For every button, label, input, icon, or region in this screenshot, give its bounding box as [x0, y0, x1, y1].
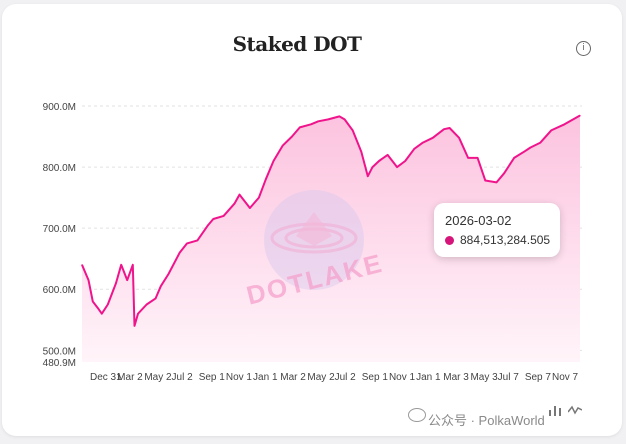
- x-tick-label: May 2: [307, 372, 335, 383]
- x-tick-label: Dec 31: [90, 372, 122, 383]
- x-tick-label: Sep 1: [362, 372, 389, 383]
- info-icon[interactable]: i: [576, 41, 591, 56]
- tooltip: 2026-03-02 884,513,284.505: [434, 203, 560, 257]
- x-tick-label: Jul 7: [498, 372, 520, 383]
- x-tick-label: Mar 2: [117, 372, 143, 383]
- line-chart-icon[interactable]: [568, 404, 582, 416]
- x-tick-label: May 3: [470, 372, 498, 383]
- x-tick-label: Nov 1: [389, 372, 416, 383]
- series-area: [82, 115, 580, 362]
- y-tick-label: 700.0M: [43, 224, 76, 235]
- x-tick-label: Jan 1: [253, 372, 278, 383]
- tooltip-series-dot: [445, 236, 454, 245]
- series-line: [81, 114, 581, 327]
- y-tick-label: 800.0M: [43, 163, 76, 174]
- x-tick-label: May 2: [144, 372, 172, 383]
- x-tick-label: Nov 1: [226, 372, 253, 383]
- x-tick-label: Mar 2: [280, 372, 306, 383]
- x-tick-label: Mar 3: [443, 372, 469, 383]
- x-tick-label: Nov 7: [552, 372, 579, 383]
- chart-title: Staked DOT: [232, 32, 362, 56]
- y-tick-label: 600.0M: [43, 285, 76, 296]
- y-tick-label: 500.0M: [43, 346, 76, 357]
- tooltip-value: 884,513,284.505: [460, 233, 551, 247]
- footer-watermark: 公众号 · PolkaWorld: [428, 413, 545, 428]
- tooltip-date: 2026-03-02: [445, 213, 512, 228]
- x-tick-label: Jul 2: [335, 372, 357, 383]
- y-tick-label: 900.0M: [43, 102, 76, 113]
- x-tick-label: Jan 1: [416, 372, 441, 383]
- x-tick-label: Jul 2: [172, 372, 194, 383]
- bar-chart-icon[interactable]: [548, 404, 562, 416]
- x-tick-label: Sep 7: [525, 372, 552, 383]
- wechat-icon: [408, 408, 426, 422]
- x-tick-label: Sep 1: [199, 372, 226, 383]
- y-tick-label: 480.9M: [43, 358, 76, 369]
